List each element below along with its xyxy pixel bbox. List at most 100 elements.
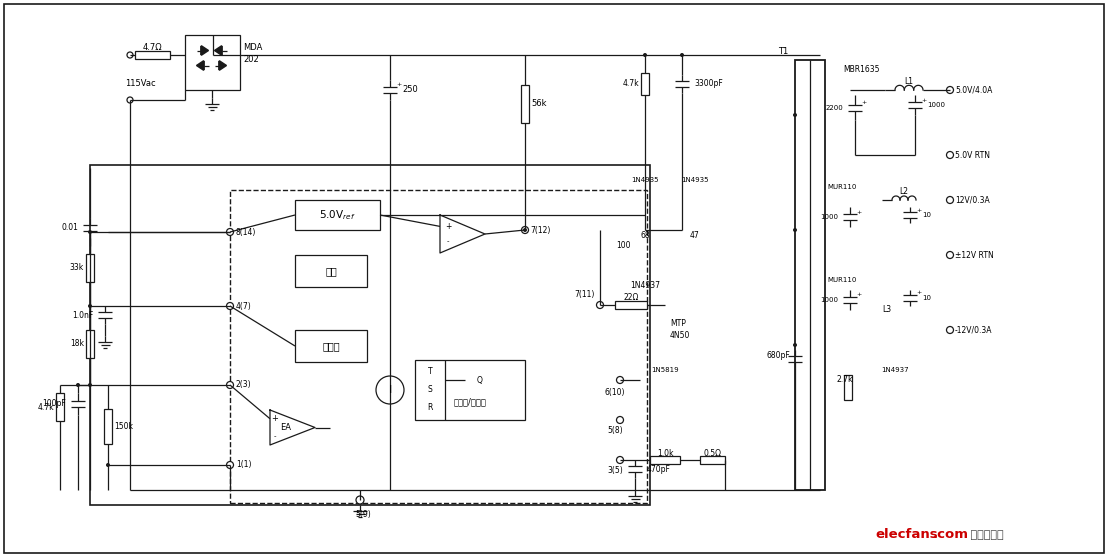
Text: 202: 202 bbox=[243, 55, 259, 63]
Text: 2(3): 2(3) bbox=[236, 380, 252, 389]
Text: elecfans: elecfans bbox=[875, 529, 937, 541]
Bar bbox=[295, 200, 380, 230]
Circle shape bbox=[946, 152, 954, 159]
Text: L1: L1 bbox=[904, 77, 913, 86]
Circle shape bbox=[793, 228, 797, 232]
Circle shape bbox=[793, 343, 797, 347]
Text: 5.0V$_{ref}$: 5.0V$_{ref}$ bbox=[319, 208, 356, 222]
Text: 3300pF: 3300pF bbox=[694, 80, 722, 89]
Text: L2: L2 bbox=[900, 188, 909, 197]
Text: EA: EA bbox=[280, 423, 291, 432]
Circle shape bbox=[946, 197, 954, 203]
Bar bbox=[295, 255, 367, 287]
Text: 100: 100 bbox=[616, 241, 630, 250]
Text: -: - bbox=[274, 433, 276, 439]
Text: T1: T1 bbox=[778, 47, 788, 56]
Bar bbox=[416, 360, 525, 420]
Text: 115Vac: 115Vac bbox=[125, 79, 155, 87]
Text: I: I bbox=[389, 385, 391, 395]
Text: 1(1): 1(1) bbox=[236, 461, 252, 470]
Text: 22Ω: 22Ω bbox=[624, 294, 638, 302]
Text: +: + bbox=[444, 222, 451, 231]
Bar bbox=[135, 51, 170, 59]
Text: 250: 250 bbox=[402, 86, 418, 95]
Text: ±12V RTN: ±12V RTN bbox=[955, 251, 994, 260]
Bar bbox=[185, 35, 240, 90]
Text: 1.0k: 1.0k bbox=[657, 448, 674, 457]
Text: 4.7Ω: 4.7Ω bbox=[143, 43, 162, 52]
Text: 4.7k: 4.7k bbox=[623, 80, 639, 89]
Text: 33k: 33k bbox=[70, 263, 84, 272]
Circle shape bbox=[88, 304, 92, 308]
Text: 470pF: 470pF bbox=[647, 465, 670, 473]
Text: +: + bbox=[856, 292, 862, 297]
Text: +: + bbox=[916, 291, 922, 296]
Text: -12V/0.3A: -12V/0.3A bbox=[955, 325, 993, 335]
Circle shape bbox=[88, 230, 92, 234]
Text: +: + bbox=[861, 100, 866, 105]
Text: 56k: 56k bbox=[531, 100, 546, 109]
Text: 偏置: 偏置 bbox=[325, 266, 337, 276]
Text: MBR1635: MBR1635 bbox=[844, 66, 880, 75]
Text: 1000: 1000 bbox=[820, 214, 838, 220]
Text: 4(7): 4(7) bbox=[236, 301, 252, 310]
Text: R: R bbox=[428, 403, 433, 413]
Polygon shape bbox=[196, 61, 204, 70]
Text: +: + bbox=[916, 208, 922, 213]
Text: 5(8): 5(8) bbox=[607, 426, 623, 434]
Text: 4.7k: 4.7k bbox=[38, 403, 54, 412]
Text: Q: Q bbox=[478, 377, 483, 385]
Bar bbox=[295, 330, 367, 362]
Circle shape bbox=[226, 462, 234, 468]
Text: MUR110: MUR110 bbox=[828, 184, 856, 190]
Text: -: - bbox=[447, 238, 449, 245]
Text: 1N5819: 1N5819 bbox=[652, 367, 679, 373]
Circle shape bbox=[680, 53, 684, 57]
Circle shape bbox=[127, 52, 133, 58]
Circle shape bbox=[88, 383, 92, 387]
Bar bbox=[230, 190, 647, 503]
Circle shape bbox=[793, 113, 797, 117]
Text: MTP: MTP bbox=[670, 319, 686, 328]
Circle shape bbox=[946, 326, 954, 334]
Text: 2200: 2200 bbox=[825, 105, 843, 110]
Text: 10: 10 bbox=[922, 295, 931, 301]
Circle shape bbox=[523, 228, 527, 232]
Text: 电子发烧友: 电子发烧友 bbox=[967, 530, 1004, 540]
Text: 4N50: 4N50 bbox=[670, 330, 690, 340]
Polygon shape bbox=[219, 61, 226, 70]
Polygon shape bbox=[215, 46, 222, 55]
Text: 5.0V/4.0A: 5.0V/4.0A bbox=[955, 86, 993, 95]
Text: 5(9): 5(9) bbox=[356, 510, 371, 519]
Circle shape bbox=[643, 53, 647, 57]
Text: 8(14): 8(14) bbox=[236, 227, 256, 237]
Bar bbox=[57, 393, 64, 421]
Bar bbox=[615, 301, 647, 309]
Text: L3: L3 bbox=[882, 305, 892, 315]
Text: 1N4935: 1N4935 bbox=[681, 177, 709, 183]
Text: 2.7k: 2.7k bbox=[837, 375, 853, 384]
Circle shape bbox=[616, 457, 624, 463]
Text: +: + bbox=[271, 414, 278, 423]
Circle shape bbox=[376, 376, 404, 404]
Circle shape bbox=[226, 302, 234, 310]
Bar bbox=[844, 375, 852, 400]
Circle shape bbox=[522, 227, 529, 233]
Text: 12V/0.3A: 12V/0.3A bbox=[955, 196, 989, 204]
Circle shape bbox=[946, 86, 954, 94]
Circle shape bbox=[946, 252, 954, 258]
Bar bbox=[521, 85, 529, 123]
Text: T: T bbox=[428, 368, 432, 377]
Bar bbox=[90, 165, 650, 505]
Circle shape bbox=[226, 382, 234, 388]
Text: 比较器/锁存器: 比较器/锁存器 bbox=[453, 398, 486, 407]
Text: 7(11): 7(11) bbox=[575, 291, 595, 300]
Text: .com: .com bbox=[933, 529, 970, 541]
Circle shape bbox=[616, 417, 624, 423]
Text: 0.5Ω: 0.5Ω bbox=[704, 448, 721, 457]
Text: 1000: 1000 bbox=[820, 297, 838, 303]
Bar bbox=[642, 73, 649, 95]
Text: MDA: MDA bbox=[243, 42, 263, 51]
Text: 10: 10 bbox=[922, 212, 931, 218]
Text: +: + bbox=[397, 82, 401, 87]
